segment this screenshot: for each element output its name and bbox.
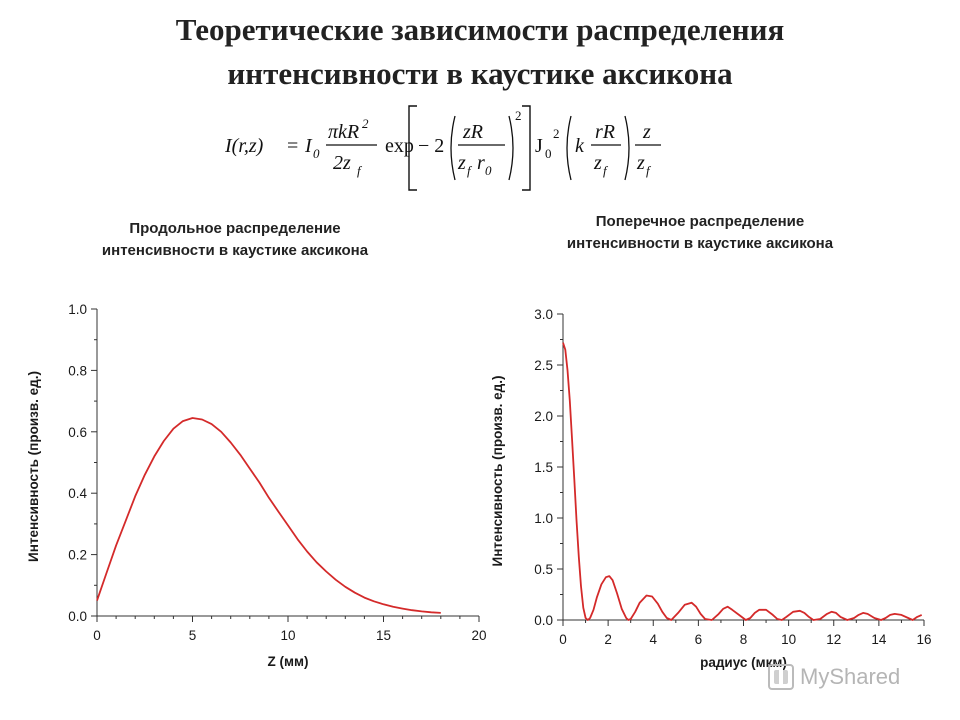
- formula-j0-sub: 0: [545, 146, 552, 161]
- long-y-tick-label: 0.4: [68, 486, 87, 501]
- long-y-tick-label: 0.2: [68, 548, 87, 563]
- trans-y-tick-label: 1.0: [534, 511, 553, 526]
- subtitle-left: Продольное распределение интенсивности в…: [40, 218, 430, 262]
- long-y-tick-label: 0.0: [68, 609, 87, 624]
- trans-x-tick-label: 6: [695, 632, 703, 647]
- formula-frac2-den-r-sub: 0: [485, 163, 492, 178]
- long-x-tick-label: 20: [471, 628, 486, 643]
- long-x-tick-label: 15: [376, 628, 391, 643]
- subtitle-right-line-2: интенсивности в каустике аксикона: [566, 235, 834, 252]
- trans-x-tick-label: 14: [871, 632, 887, 647]
- formula-minus2: − 2: [418, 135, 444, 157]
- formula-bracket-left: [408, 105, 417, 191]
- title-line-1: Теоретические зависимости распределения: [175, 12, 785, 47]
- long-x-axis-title: Z (мм): [268, 654, 309, 669]
- formula-frac2-num: zR: [462, 121, 483, 143]
- formula-frac2-den: z: [457, 152, 466, 174]
- formula-frac1-den-sub: f: [357, 163, 363, 178]
- formula-frac4-den-sub: f: [646, 163, 652, 178]
- formula-lhs: I(r,z): [225, 135, 264, 157]
- formula-frac2-den-sub: f: [467, 163, 473, 178]
- trans-x-tick-label: 0: [559, 632, 567, 647]
- subtitle-left-line-1: Продольное распределение: [129, 220, 341, 237]
- subtitle-left-line-2: интенсивности в каустике аксикона: [101, 242, 369, 259]
- long-y-tick-label: 0.6: [68, 425, 87, 440]
- long-series-line: [96, 417, 441, 614]
- formula-frac1-den: 2z: [333, 152, 351, 174]
- trans-y-tick-label: 2.0: [534, 409, 553, 424]
- trans-x-tick-label: 12: [826, 632, 841, 647]
- formula-i0-sub: 0: [313, 146, 320, 161]
- subtitle-right: Поперечное распределение интенсивности в…: [500, 211, 900, 255]
- formula-sq: 2: [515, 108, 522, 123]
- watermark-text: MyShared: [800, 664, 901, 689]
- formula-k: k: [575, 135, 585, 157]
- long-x-tick-label: 10: [280, 628, 295, 643]
- trans-x-tick-label: 8: [740, 632, 748, 647]
- long-y-axis-title: Интенсивность (произв. ед.): [26, 371, 41, 562]
- formula-frac3-num: rR: [595, 121, 615, 143]
- formula-exp: exp: [385, 135, 414, 157]
- trans-y-axis-title: Интенсивность (произв. ед.): [490, 376, 505, 567]
- formula-i0: I: [304, 135, 313, 157]
- formula-frac2-den-r: r: [477, 152, 485, 174]
- formula-bracket-right: [522, 105, 531, 191]
- subtitle-right-line-1: Поперечное распределение: [595, 213, 805, 230]
- formula-paren3-left: [566, 115, 572, 181]
- formula-eq: =: [287, 135, 298, 157]
- formula-j0: J: [535, 135, 543, 157]
- formula-paren3-right: [624, 115, 630, 181]
- trans-y-tick-label: 2.5: [534, 358, 553, 373]
- trans-x-tick-label: 16: [916, 632, 931, 647]
- trans-x-tick-label: 2: [604, 632, 612, 647]
- formula-frac1-sup: 2: [362, 116, 369, 131]
- formula-frac3-den-sub: f: [603, 163, 609, 178]
- formula-frac1-num: πkR: [328, 121, 359, 143]
- long-x-tick-label: 5: [189, 628, 197, 643]
- formula-j0-sup: 2: [553, 126, 560, 141]
- formula-frac3-den: z: [593, 152, 602, 174]
- trans-y-tick-label: 0.0: [534, 613, 553, 628]
- page-title: Теоретические зависимости распределения …: [0, 8, 960, 96]
- trans-series-line: [562, 342, 923, 621]
- trans-y-tick-label: 3.0: [534, 307, 553, 322]
- trans-x-axis-title: радиус (мкм): [700, 655, 787, 670]
- trans-x-tick-label: 4: [649, 632, 657, 647]
- watermark-logo-icon: [768, 664, 794, 690]
- watermark: MyShared: [768, 660, 900, 694]
- formula-paren-left: [450, 115, 456, 181]
- trans-x-tick-label: 10: [781, 632, 796, 647]
- formula-paren-right: [508, 115, 514, 181]
- long-y-tick-label: 0.8: [68, 363, 87, 378]
- title-line-2: интенсивности в каустике аксикона: [227, 56, 733, 91]
- formula-frac4-den: z: [636, 152, 645, 174]
- formula-frac4-num: z: [642, 121, 651, 143]
- long-y-tick-label: 1.0: [68, 302, 87, 317]
- long-x-tick-label: 0: [93, 628, 101, 643]
- formula: I(r,z) = I 0 πkR 2 2z f exp − 2 zR z f r…: [225, 105, 661, 191]
- trans-y-tick-label: 1.5: [534, 460, 553, 475]
- trans-y-tick-label: 0.5: [534, 562, 553, 577]
